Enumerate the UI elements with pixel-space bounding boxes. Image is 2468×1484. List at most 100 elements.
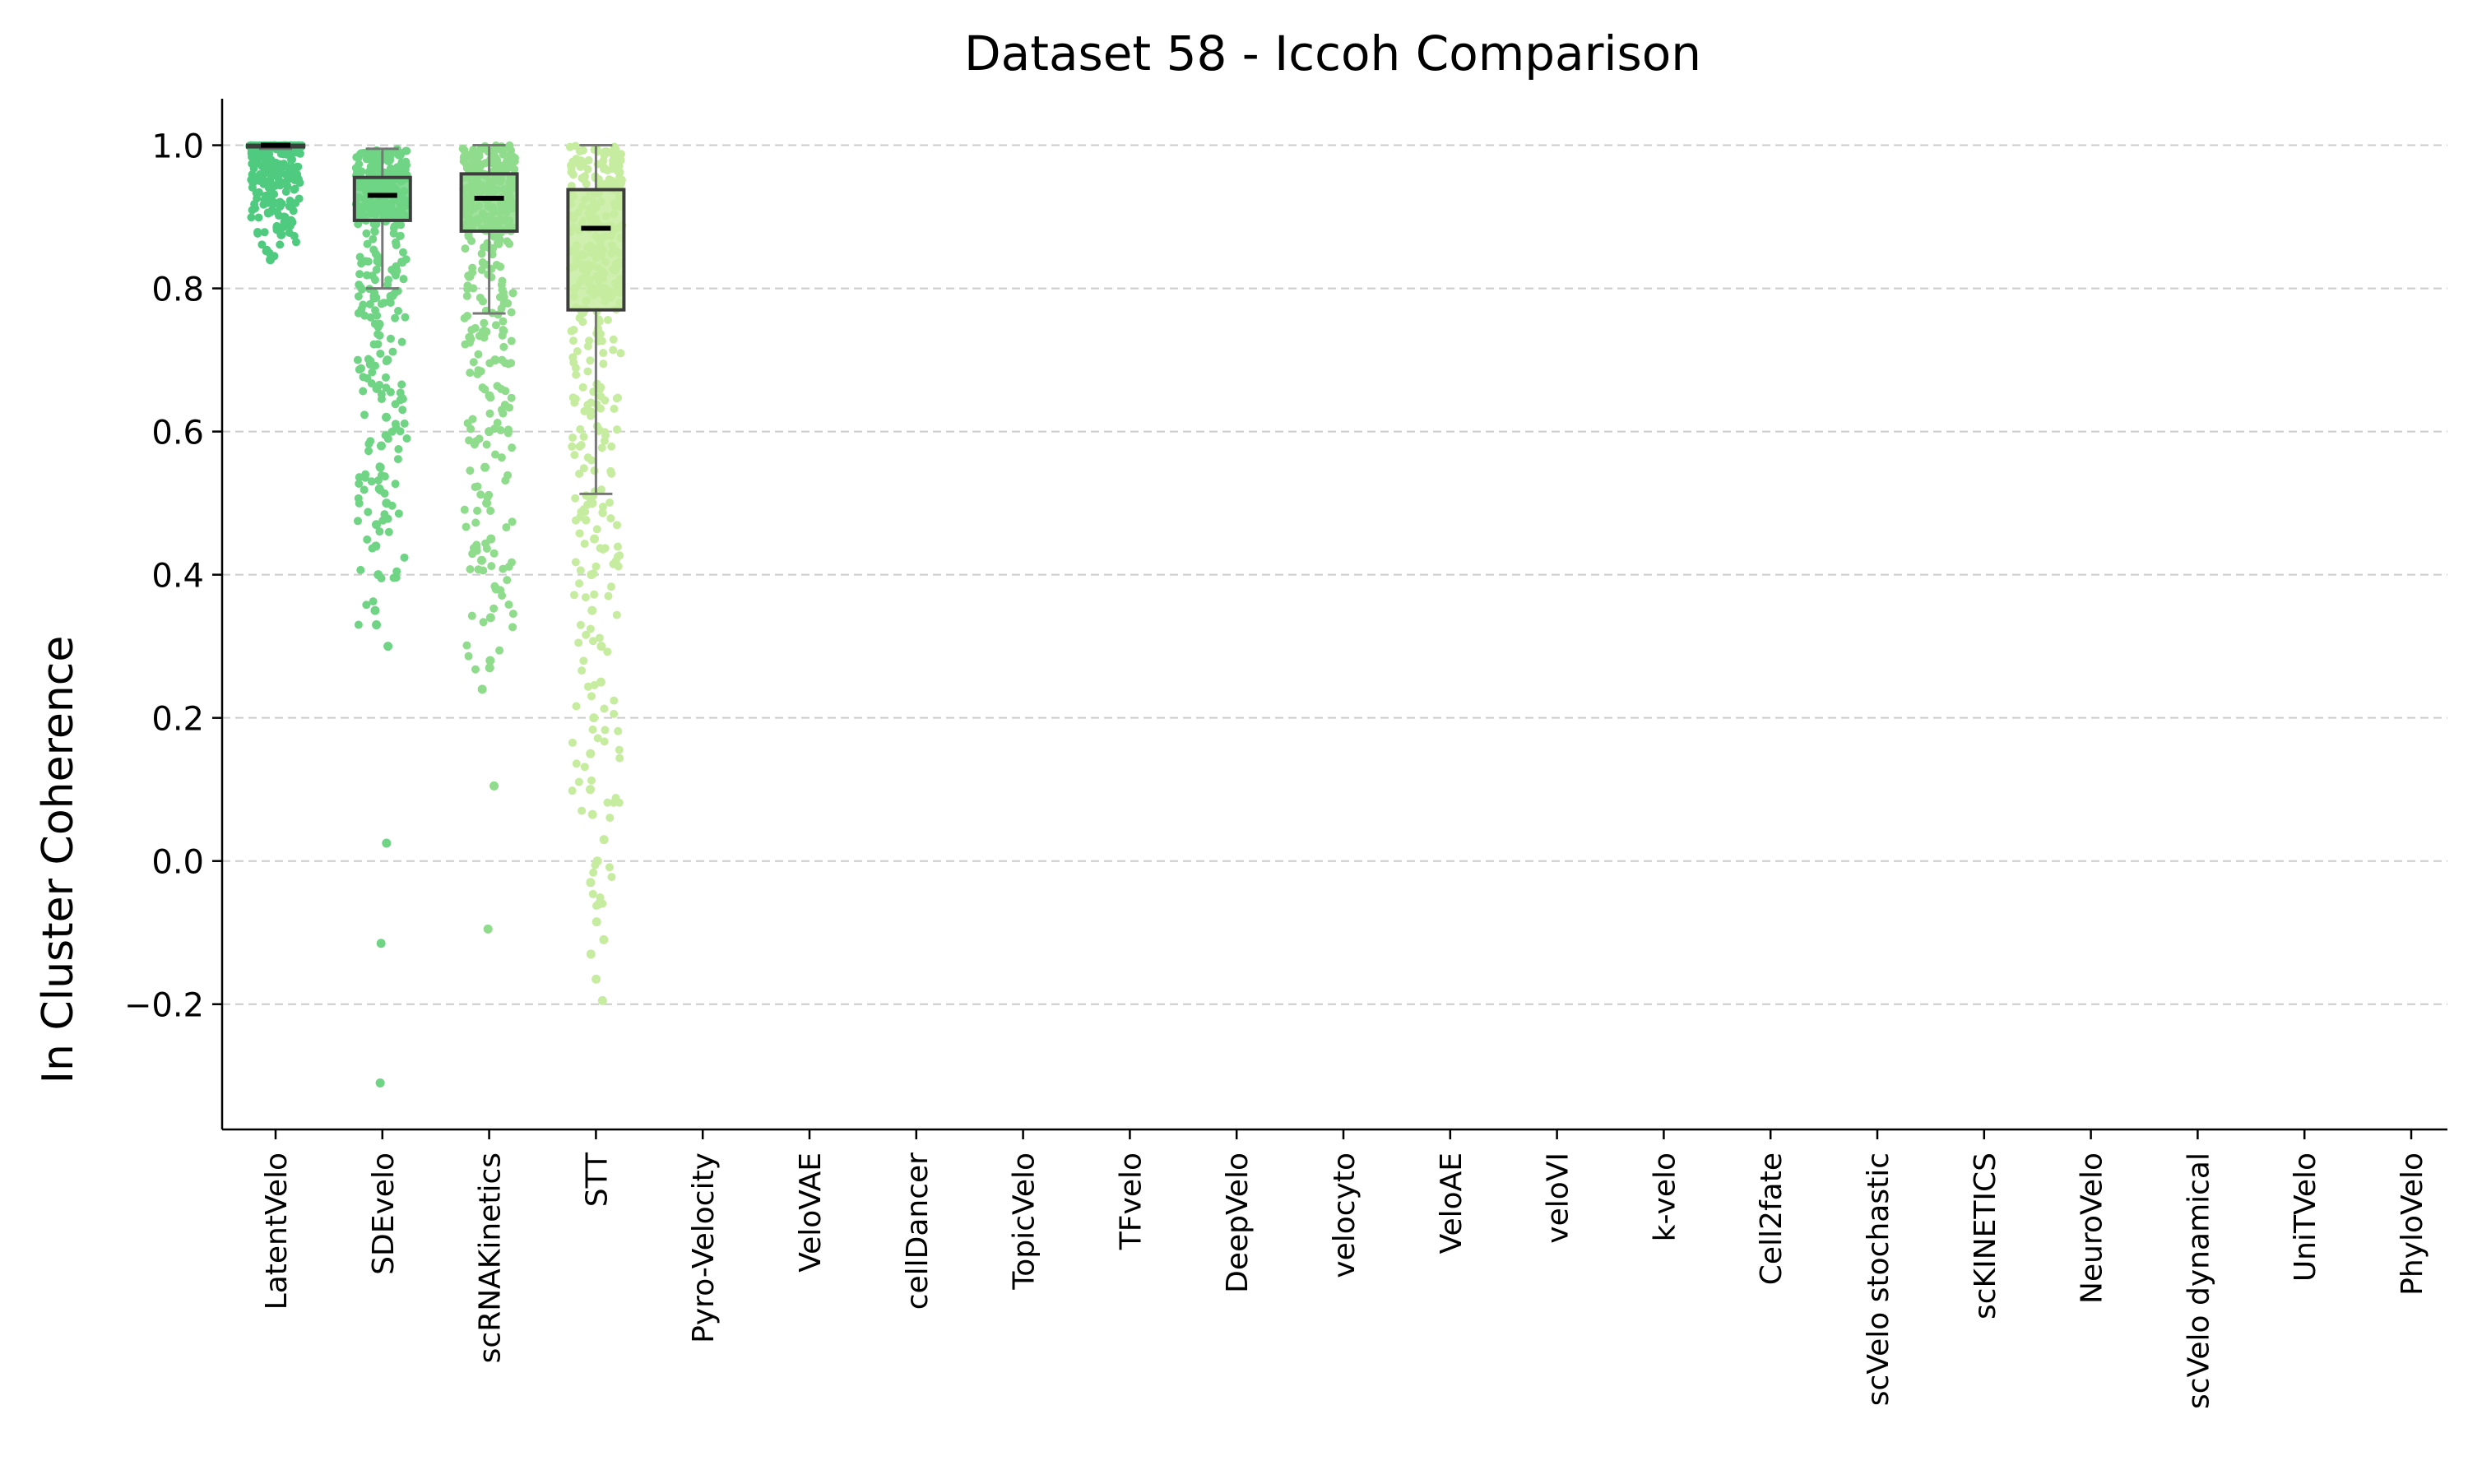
data-point (396, 388, 405, 397)
grid-lines (222, 144, 2447, 1005)
data-point (610, 142, 619, 151)
data-point (575, 469, 584, 478)
data-point (582, 179, 591, 188)
data-point (595, 633, 604, 642)
outlier-point (599, 835, 609, 845)
data-point (605, 814, 615, 823)
data-point (580, 406, 589, 415)
data-point (580, 172, 589, 181)
data-point (401, 313, 410, 322)
data-point (613, 542, 622, 551)
data-point (610, 798, 619, 807)
data-point (576, 620, 585, 629)
data-point (463, 281, 472, 290)
data-point (364, 447, 373, 456)
data-point (583, 165, 592, 174)
data-point (272, 223, 281, 232)
data-point (592, 525, 601, 534)
data-point (579, 505, 588, 514)
data-point (580, 540, 589, 549)
data-point (586, 356, 595, 365)
data-point (589, 868, 598, 877)
outlier-point (485, 663, 494, 673)
data-point (372, 265, 381, 274)
data-point (466, 424, 476, 434)
data-point (479, 618, 488, 627)
x-tick-label: veloVI (1542, 1152, 1575, 1244)
data-point (260, 228, 269, 237)
data-point (247, 213, 256, 222)
outlier-point (586, 949, 596, 959)
data-point (600, 737, 609, 746)
x-tick-label: Cell2fate (1755, 1152, 1788, 1285)
data-point (499, 342, 508, 351)
data-point (607, 442, 616, 451)
data-point (285, 171, 294, 180)
data-point (400, 553, 409, 562)
data-point (508, 289, 517, 298)
data-point (467, 611, 476, 620)
data-point (603, 316, 612, 325)
data-point (474, 565, 483, 574)
data-point (599, 349, 608, 358)
data-point (579, 656, 588, 665)
y-tick-label: 0.4 (151, 558, 204, 596)
data-point (364, 439, 373, 448)
data-point (571, 141, 580, 151)
data-point (373, 311, 382, 320)
data-point (267, 191, 276, 200)
outlier-point (375, 462, 385, 472)
data-point (582, 515, 591, 524)
data-point (366, 313, 375, 322)
data-point (462, 291, 471, 300)
data-point (394, 509, 403, 518)
x-tick-label: TopicVelo (1008, 1152, 1041, 1291)
data-point (394, 307, 403, 316)
data-point (466, 369, 475, 378)
data-point (508, 443, 517, 452)
outlier-point (587, 499, 597, 508)
data-point (391, 400, 400, 409)
data-point (471, 482, 480, 491)
data-point (601, 726, 610, 735)
data-point (610, 709, 619, 718)
data-point (365, 360, 374, 369)
data-point (354, 620, 363, 629)
data-point (568, 393, 578, 402)
data-point (597, 485, 606, 494)
data-point (369, 159, 378, 168)
data-point (496, 426, 505, 435)
data-point (476, 146, 485, 155)
outlier-point (372, 620, 382, 630)
data-point (599, 359, 608, 369)
data-point (600, 704, 609, 713)
data-point (473, 506, 482, 515)
data-point (466, 332, 475, 341)
data-point (386, 165, 395, 174)
data-point (569, 358, 578, 367)
outlier-point (268, 199, 278, 209)
data-point (578, 383, 587, 392)
data-point (288, 200, 297, 209)
data-point (352, 153, 361, 162)
data-point (493, 382, 502, 391)
data-point (507, 336, 516, 345)
outlier-point (586, 878, 596, 888)
outlier-point (382, 838, 392, 848)
data-point (354, 292, 363, 301)
data-point (587, 407, 596, 416)
outlier-point (374, 484, 384, 494)
data-point (605, 863, 614, 872)
data-point (381, 373, 390, 382)
data-point (501, 387, 510, 396)
data-point (381, 431, 390, 440)
data-point (463, 312, 472, 321)
data-point (503, 576, 512, 585)
y-tick-label: 0.2 (151, 701, 204, 739)
outlier-point (594, 899, 604, 909)
x-tick-label: VeloVAE (794, 1152, 828, 1273)
data-point (477, 249, 486, 258)
x-ticks: LatentVelo SDEvelo scRNAKinetics STT Pyro-Ve… (260, 1129, 2429, 1409)
data-point (369, 234, 378, 243)
